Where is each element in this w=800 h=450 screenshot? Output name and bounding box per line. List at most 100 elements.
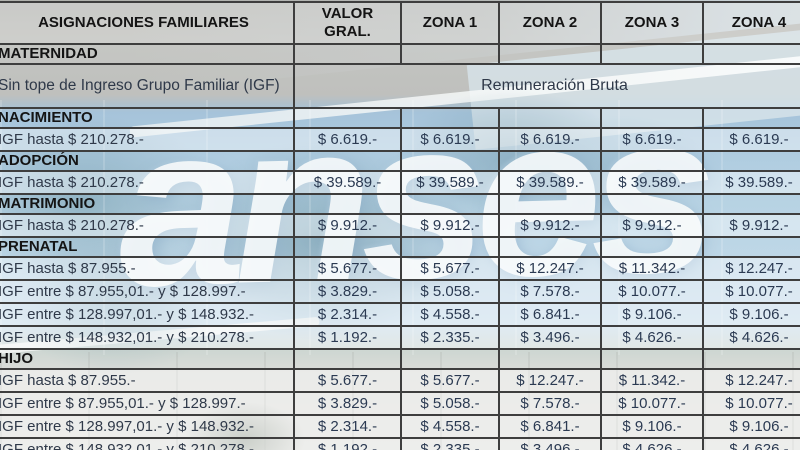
empty-cell xyxy=(400,150,500,172)
table-row: IGF hasta $ 87.955.- $ 5.677.- $ 5.677.-… xyxy=(0,256,800,281)
row-label: IGF entre $ 128.997,01.- y $ 148.932.- xyxy=(0,414,295,439)
section-title: ADOPCIÓN xyxy=(0,150,295,172)
value-cell: $ 39.589.- xyxy=(702,170,800,195)
merged-value-cell: Remuneración Bruta xyxy=(293,63,800,109)
table-row: IGF hasta $ 87.955.- $ 5.677.- $ 5.677.-… xyxy=(0,368,800,393)
value-cell: $ 3.829.- xyxy=(293,391,402,416)
empty-cell xyxy=(400,236,500,258)
column-header-zona1: ZONA 1 xyxy=(400,1,500,45)
section-title: HIJO xyxy=(0,348,295,370)
empty-cell xyxy=(293,150,402,172)
empty-cell xyxy=(702,236,800,258)
value-cell: $ 6.619.- xyxy=(400,127,500,152)
value-cell: $ 6.619.- xyxy=(600,127,704,152)
value-cell: $ 4.558.- xyxy=(400,302,500,327)
table-row: IGF entre $ 128.997,01.- y $ 148.932.- $… xyxy=(0,414,800,439)
row-label: IGF hasta $ 210.278.- xyxy=(0,213,295,238)
value-cell: $ 5.677.- xyxy=(293,256,402,281)
value-cell: $ 6.841.- xyxy=(498,414,602,439)
value-cell: $ 2.314.- xyxy=(293,414,402,439)
value-cell: $ 10.077.- xyxy=(702,279,800,304)
row-label: Sin tope de Ingreso Grupo Familiar (IGF) xyxy=(0,63,295,109)
value-cell: $ 9.912.- xyxy=(498,213,602,238)
table-row: IGF entre $ 148.932,01.- y $ 210.278.- $… xyxy=(0,325,800,350)
value-cell: $ 6.619.- xyxy=(498,127,602,152)
value-cell: $ 9.106.- xyxy=(702,302,800,327)
column-header-zona2: ZONA 2 xyxy=(498,1,602,45)
value-cell: $ 2.335.- xyxy=(400,437,500,450)
value-cell: $ 9.912.- xyxy=(702,213,800,238)
section-row-hijo: HIJO xyxy=(0,348,800,370)
section-row-nacimiento: NACIMIENTO xyxy=(0,107,800,129)
value-cell: $ 5.677.- xyxy=(293,368,402,393)
row-label: IGF hasta $ 87.955.- xyxy=(0,368,295,393)
table-row: IGF hasta $ 210.278.- $ 6.619.- $ 6.619.… xyxy=(0,127,800,152)
section-row-adopcion: ADOPCIÓN xyxy=(0,150,800,172)
row-label: IGF entre $ 87.955,01.- y $ 128.997.- xyxy=(0,279,295,304)
value-cell: $ 3.496.- xyxy=(498,437,602,450)
value-cell: $ 6.619.- xyxy=(702,127,800,152)
column-header-valor-gral: VALOR GRAL. xyxy=(293,1,402,45)
value-cell: $ 6.619.- xyxy=(293,127,402,152)
empty-cell xyxy=(702,43,800,65)
empty-cell xyxy=(498,43,602,65)
column-header-zona3: ZONA 3 xyxy=(600,1,704,45)
value-cell: $ 9.106.- xyxy=(600,414,704,439)
empty-cell xyxy=(293,107,402,129)
table-row: IGF entre $ 148.932,01.- y $ 210.278.- $… xyxy=(0,437,800,450)
value-cell: $ 10.077.- xyxy=(600,279,704,304)
table-row: IGF entre $ 87.955,01.- y $ 128.997.- $ … xyxy=(0,391,800,416)
value-cell: $ 2.335.- xyxy=(400,325,500,350)
value-cell: $ 4.558.- xyxy=(400,414,500,439)
value-cell: $ 12.247.- xyxy=(702,256,800,281)
empty-cell xyxy=(400,348,500,370)
empty-cell xyxy=(600,107,704,129)
empty-cell xyxy=(400,43,500,65)
value-cell: $ 39.589.- xyxy=(400,170,500,195)
section-row-matrimonio: MATRIMONIO xyxy=(0,193,800,215)
value-cell: $ 11.342.- xyxy=(600,368,704,393)
value-cell: $ 5.058.- xyxy=(400,391,500,416)
value-cell: $ 10.077.- xyxy=(702,391,800,416)
empty-cell xyxy=(600,43,704,65)
empty-cell xyxy=(600,150,704,172)
empty-cell xyxy=(293,348,402,370)
value-cell: $ 39.589.- xyxy=(600,170,704,195)
value-cell: $ 7.578.- xyxy=(498,279,602,304)
value-cell: $ 3.496.- xyxy=(498,325,602,350)
value-cell: $ 4.626.- xyxy=(600,437,704,450)
empty-cell xyxy=(293,193,402,215)
section-title: NACIMIENTO xyxy=(0,107,295,129)
row-label: IGF entre $ 148.932,01.- y $ 210.278.- xyxy=(0,325,295,350)
empty-cell xyxy=(702,193,800,215)
empty-cell xyxy=(293,43,402,65)
empty-cell xyxy=(702,348,800,370)
value-cell: $ 4.626.- xyxy=(702,325,800,350)
row-label: IGF entre $ 148.932,01.- y $ 210.278.- xyxy=(0,437,295,450)
value-cell: $ 9.106.- xyxy=(600,302,704,327)
value-cell: $ 9.106.- xyxy=(702,414,800,439)
value-cell: $ 2.314.- xyxy=(293,302,402,327)
empty-cell xyxy=(400,107,500,129)
value-cell: $ 12.247.- xyxy=(702,368,800,393)
row-label: IGF hasta $ 210.278.- xyxy=(0,127,295,152)
value-cell: $ 5.677.- xyxy=(400,256,500,281)
table-row-sin-tope: Sin tope de Ingreso Grupo Familiar (IGF)… xyxy=(0,63,800,109)
table-row: IGF entre $ 87.955,01.- y $ 128.997.- $ … xyxy=(0,279,800,304)
column-header-zona4: ZONA 4 xyxy=(702,1,800,45)
empty-cell xyxy=(498,150,602,172)
empty-cell xyxy=(293,236,402,258)
value-cell: $ 1.192.- xyxy=(293,437,402,450)
empty-cell xyxy=(498,348,602,370)
value-cell: $ 9.912.- xyxy=(600,213,704,238)
row-label: IGF hasta $ 87.955.- xyxy=(0,256,295,281)
row-label: IGF entre $ 87.955,01.- y $ 128.997.- xyxy=(0,391,295,416)
table-row: IGF entre $ 128.997,01.- y $ 148.932.- $… xyxy=(0,302,800,327)
row-label: IGF hasta $ 210.278.- xyxy=(0,170,295,195)
value-cell: $ 39.589.- xyxy=(498,170,602,195)
empty-cell xyxy=(600,193,704,215)
empty-cell xyxy=(702,107,800,129)
section-row-prenatal: PRENATAL xyxy=(0,236,800,258)
